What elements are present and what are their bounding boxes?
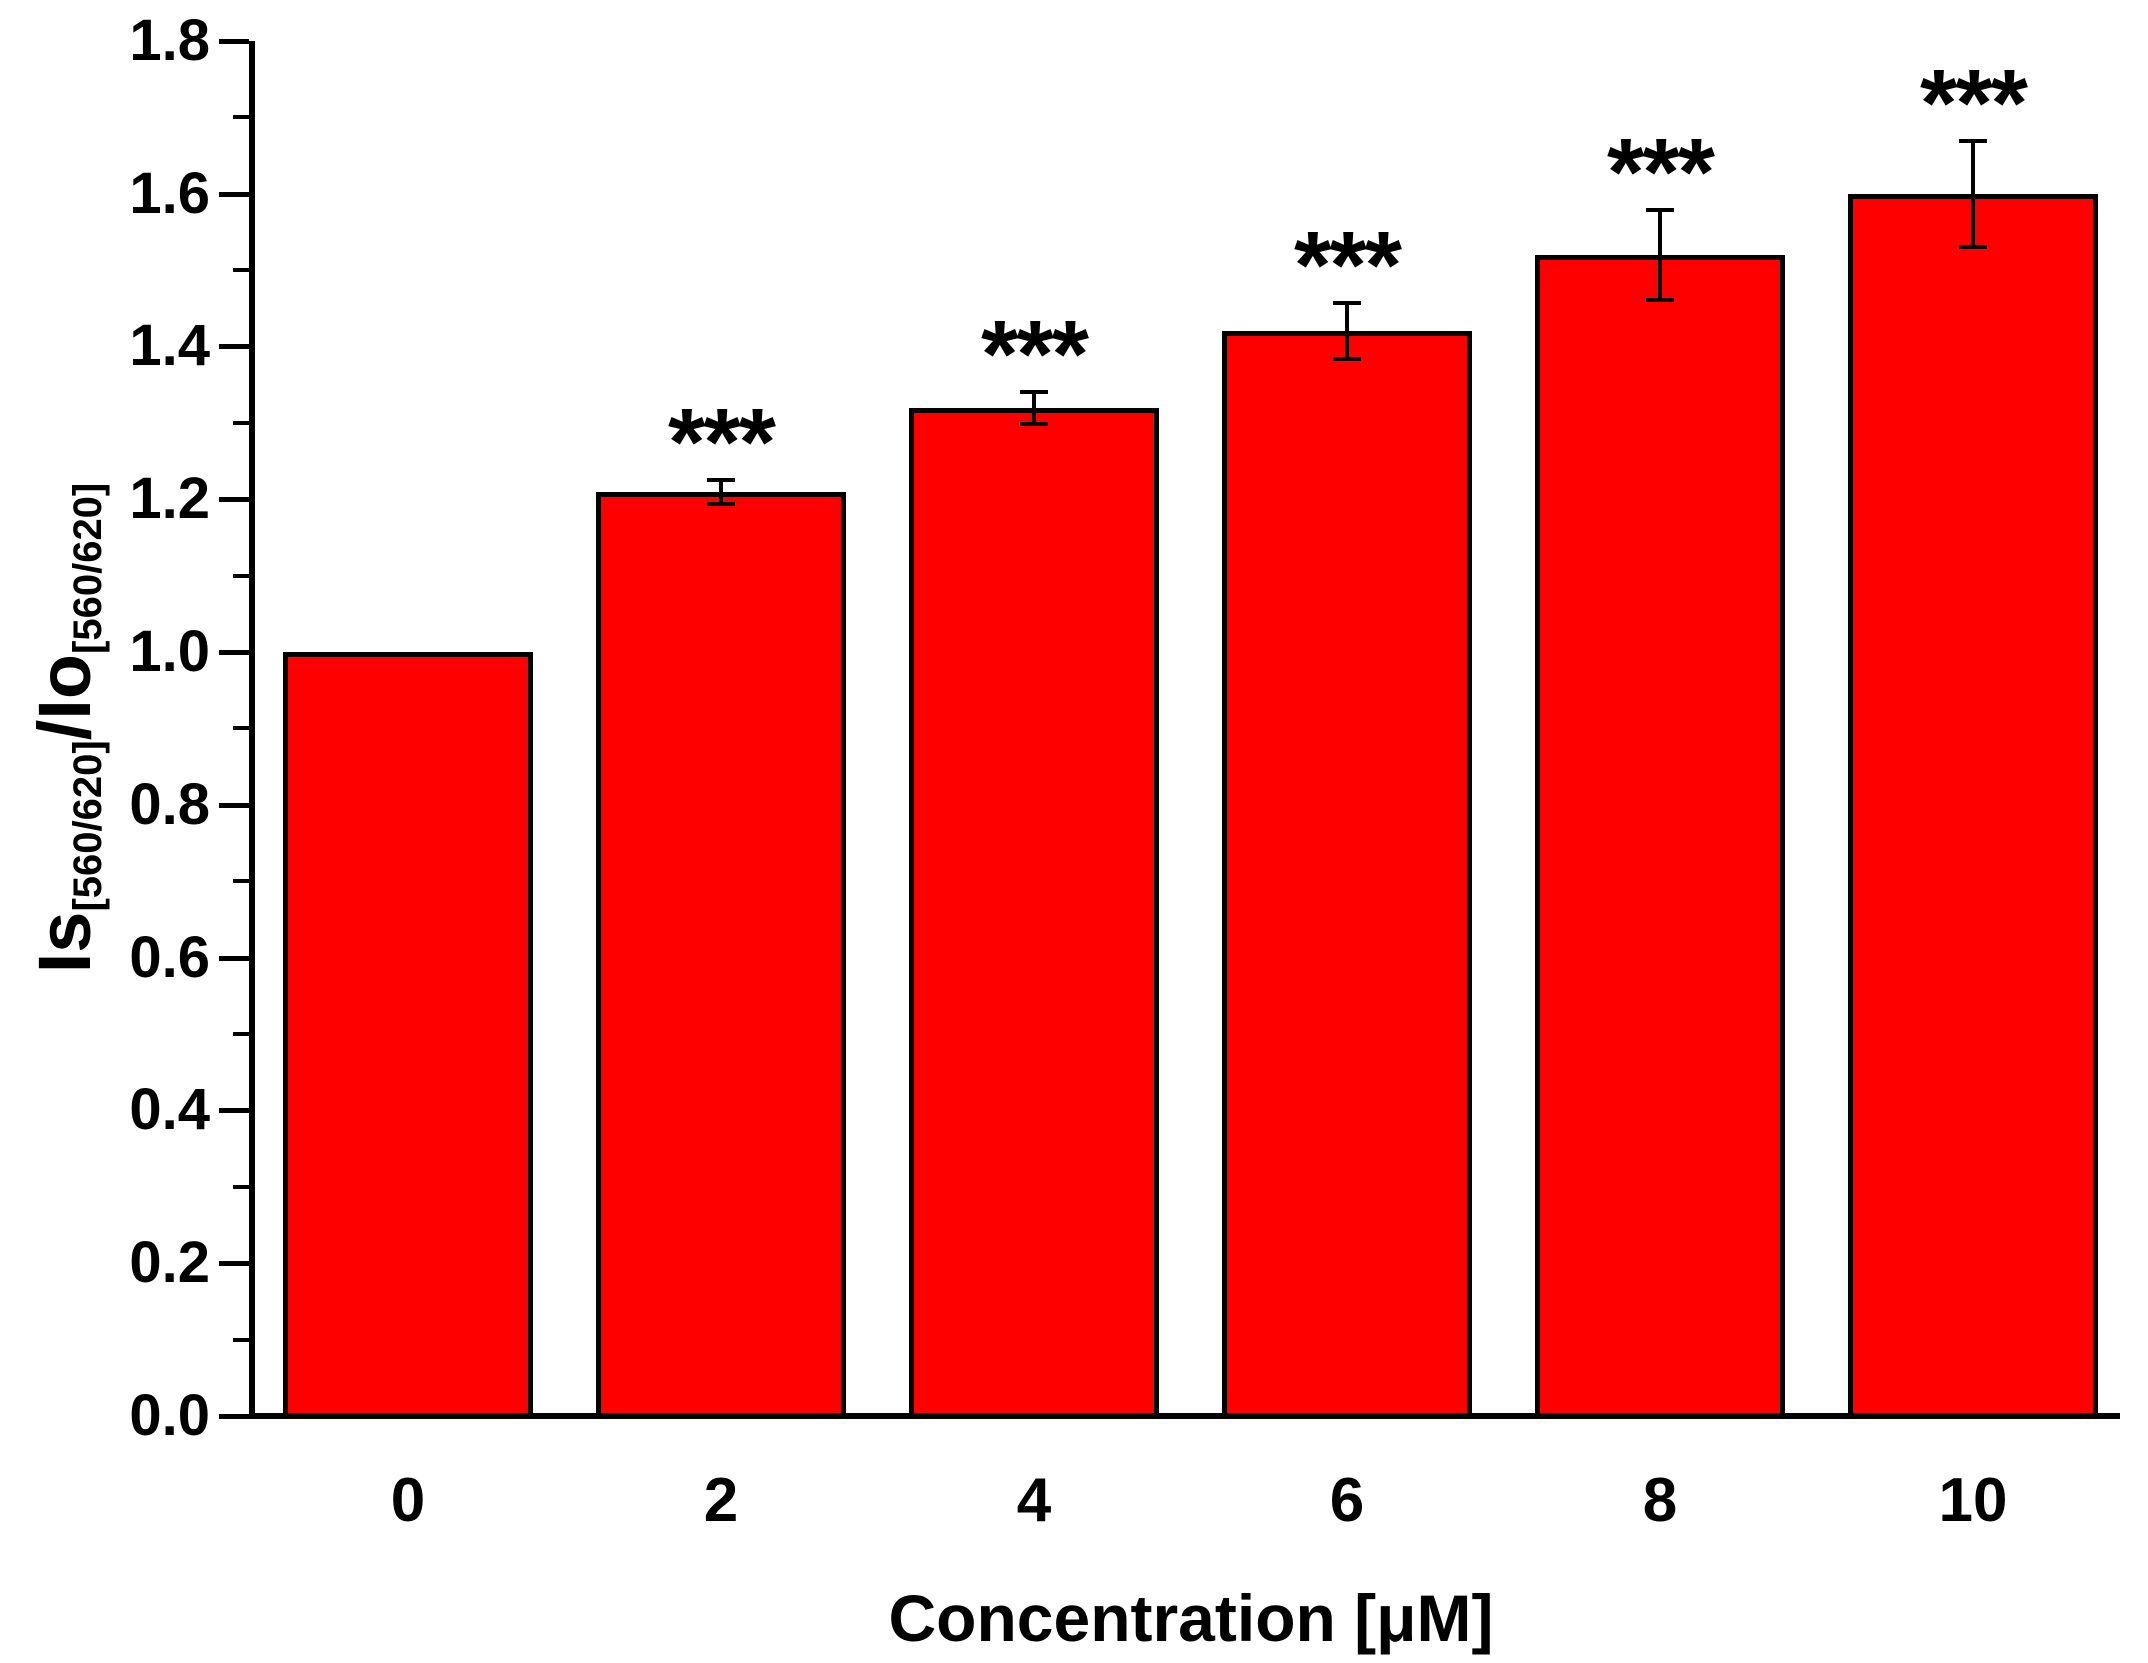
bar (909, 408, 1159, 1419)
error-bar-cap-bottom (707, 502, 735, 506)
error-bar-stem (1971, 141, 1975, 247)
y-axis-title: Is[560/620]/Io[560/620] (23, 482, 111, 974)
y-major-tick (219, 650, 249, 655)
y-tick-label: 0.0 (129, 1383, 210, 1448)
y-tick-label: 1.2 (129, 466, 210, 531)
y-major-tick (219, 344, 249, 349)
y-minor-tick (233, 1185, 249, 1189)
error-bar-cap-bottom (1020, 422, 1048, 426)
error-bar-cap-bottom (1959, 245, 1987, 249)
x-tick-label: 4 (1016, 1466, 1052, 1535)
y-axis-line (249, 41, 255, 1419)
bar (1535, 255, 1785, 1419)
y-major-tick (219, 192, 249, 197)
y-major-tick (219, 803, 249, 808)
y-major-tick (219, 1414, 249, 1419)
y-axis-title-denominator-subscript: [560/620] (66, 482, 111, 654)
y-minor-tick (233, 574, 249, 578)
y-axis-title-numerator: Is (22, 911, 106, 974)
y-minor-tick (233, 879, 249, 883)
y-minor-tick (233, 1338, 249, 1342)
y-major-tick (219, 39, 249, 44)
y-minor-tick (233, 1032, 249, 1036)
x-tick-label: 6 (1329, 1466, 1365, 1535)
bar (283, 652, 533, 1419)
x-axis-line (249, 1413, 2120, 1419)
y-minor-tick (233, 268, 249, 272)
error-bar-cap-bottom (1333, 357, 1361, 361)
y-tick-label: 0.2 (129, 1230, 210, 1295)
error-bar-stem (1345, 303, 1349, 359)
error-bar-stem (1658, 210, 1662, 300)
y-axis-title-numerator-subscript: [560/620] (66, 740, 111, 912)
error-bar-cap-top (1646, 208, 1674, 212)
y-axis-title-separator: / (22, 719, 106, 741)
significance-stars: *** (1293, 212, 1402, 319)
bar (1222, 331, 1472, 1419)
y-tick-label: 1.8 (129, 8, 210, 73)
y-tick-label: 0.8 (129, 772, 210, 837)
x-tick-label: 0 (390, 1466, 426, 1535)
error-bar-cap-top (1333, 301, 1361, 305)
error-bar-cap-bottom (1646, 298, 1674, 302)
y-tick-label: 0.4 (129, 1077, 210, 1142)
y-tick-label: 0.6 (129, 925, 210, 990)
significance-stars: *** (1919, 50, 2028, 157)
bar (1848, 194, 2098, 1419)
x-tick-label: 10 (1938, 1466, 2008, 1535)
y-major-tick (219, 1261, 249, 1266)
bar (596, 492, 846, 1419)
significance-stars: *** (980, 301, 1089, 408)
error-bar-stem (719, 480, 723, 504)
error-bar-cap-top (1959, 139, 1987, 143)
y-tick-label: 1.4 (129, 313, 210, 378)
y-minor-tick (233, 726, 249, 730)
x-tick-label: 8 (1642, 1466, 1678, 1535)
y-minor-tick (233, 421, 249, 425)
y-minor-tick (233, 115, 249, 119)
y-axis-title-denominator: Io (22, 653, 106, 720)
error-bar-cap-top (707, 478, 735, 482)
y-major-tick (219, 497, 249, 502)
x-tick-label: 2 (703, 1466, 739, 1535)
y-tick-label: 1.6 (129, 161, 210, 226)
y-major-tick (219, 956, 249, 961)
y-major-tick (219, 1108, 249, 1113)
y-tick-label: 1.0 (129, 619, 210, 684)
significance-stars: *** (1606, 119, 1715, 226)
error-bar-cap-top (1020, 390, 1048, 394)
error-bar-stem (1032, 392, 1036, 424)
x-axis-title: Concentration [μM] (888, 1581, 1494, 1655)
significance-stars: *** (667, 389, 776, 496)
